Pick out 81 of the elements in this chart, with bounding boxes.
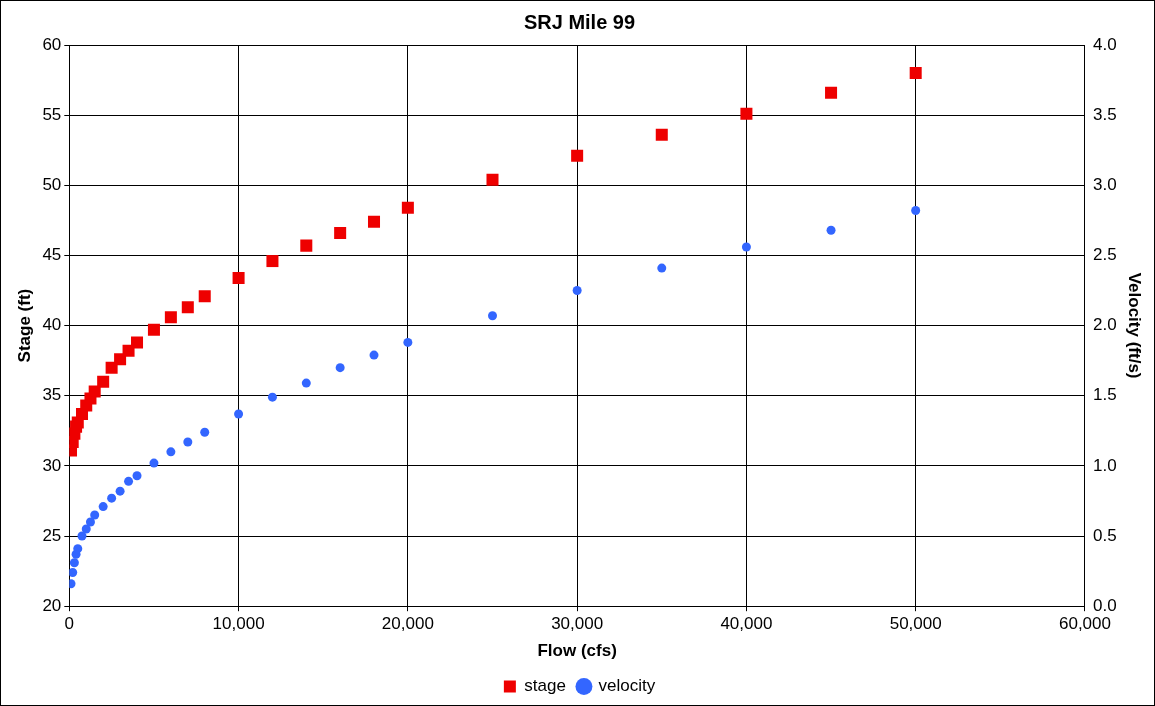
point	[369, 350, 379, 360]
y2-axis-title: Velocity (ft/s)	[1125, 272, 1145, 379]
y2-tick-label: 0.5	[1092, 525, 1117, 545]
point	[232, 271, 245, 284]
y-tick-label: 60	[42, 34, 62, 54]
x-tick-label: 10,000	[212, 614, 265, 634]
y-tick-label: 35	[42, 385, 62, 405]
x-tick-label: 40,000	[720, 614, 773, 634]
point	[266, 255, 279, 268]
point	[572, 286, 582, 296]
y-tick-label: 45	[42, 245, 62, 265]
legend-label: stage	[524, 676, 566, 696]
point	[147, 323, 160, 336]
point	[149, 458, 159, 468]
y2-tick-label: 4.0	[1092, 34, 1117, 54]
point	[267, 392, 277, 402]
point	[183, 437, 193, 447]
point	[488, 311, 497, 321]
y2-tick-label: 3.5	[1092, 104, 1117, 124]
point	[368, 215, 381, 228]
point	[114, 353, 127, 366]
point	[98, 502, 108, 512]
y2-tick-label: 1.0	[1092, 455, 1117, 475]
point	[69, 558, 79, 568]
y2-tick-label: 2.5	[1092, 245, 1117, 265]
y-tick-label: 25	[42, 525, 62, 545]
chart-title: SRJ Mile 99	[523, 10, 636, 33]
point	[107, 493, 117, 503]
point	[131, 336, 144, 349]
point	[334, 226, 347, 240]
y2-tick-label: 0.0	[1092, 595, 1117, 615]
point	[825, 86, 838, 99]
y-tick-label: 55	[42, 104, 62, 124]
y-tick-label: 30	[42, 455, 62, 475]
point	[115, 486, 125, 496]
point	[85, 517, 95, 527]
point	[655, 128, 668, 141]
point	[571, 149, 584, 162]
point	[740, 107, 753, 120]
point	[81, 524, 91, 534]
point	[486, 173, 499, 186]
point	[181, 301, 194, 314]
point	[657, 263, 667, 273]
point	[88, 385, 101, 398]
point	[122, 344, 135, 357]
point	[166, 447, 176, 457]
point	[90, 510, 100, 520]
point	[69, 568, 78, 578]
point	[132, 471, 142, 481]
point	[234, 409, 244, 419]
y-tick-label: 50	[42, 174, 62, 194]
point	[164, 311, 177, 324]
point	[124, 476, 134, 486]
point	[909, 67, 922, 80]
x-tick-label: 60,000	[1058, 614, 1111, 634]
point	[826, 225, 836, 235]
y-axis-title: Stage (ft)	[14, 288, 34, 363]
point	[77, 531, 87, 541]
x-axis-title: Flow (cfs)	[537, 641, 617, 661]
y2-tick-label: 3.0	[1092, 174, 1117, 194]
point	[97, 375, 110, 388]
legend-label: velocity	[598, 676, 656, 696]
x-tick-label: 0	[64, 614, 75, 634]
point	[741, 242, 751, 252]
point	[73, 544, 83, 554]
y2-tick-label: 2.0	[1092, 315, 1117, 335]
y2-tick-label: 1.5	[1092, 385, 1117, 405]
point	[335, 363, 345, 373]
point	[198, 290, 211, 303]
y-tick-label: 20	[42, 595, 62, 615]
x-tick-label: 30,000	[551, 614, 604, 634]
point	[401, 201, 414, 214]
point	[911, 206, 921, 216]
point	[200, 427, 210, 437]
y-tick-label: 40	[42, 315, 62, 335]
x-tick-label: 20,000	[381, 614, 434, 634]
x-tick-label: 50,000	[889, 614, 942, 634]
point	[300, 239, 313, 252]
point	[105, 361, 118, 374]
point	[403, 337, 413, 347]
point	[301, 378, 311, 388]
